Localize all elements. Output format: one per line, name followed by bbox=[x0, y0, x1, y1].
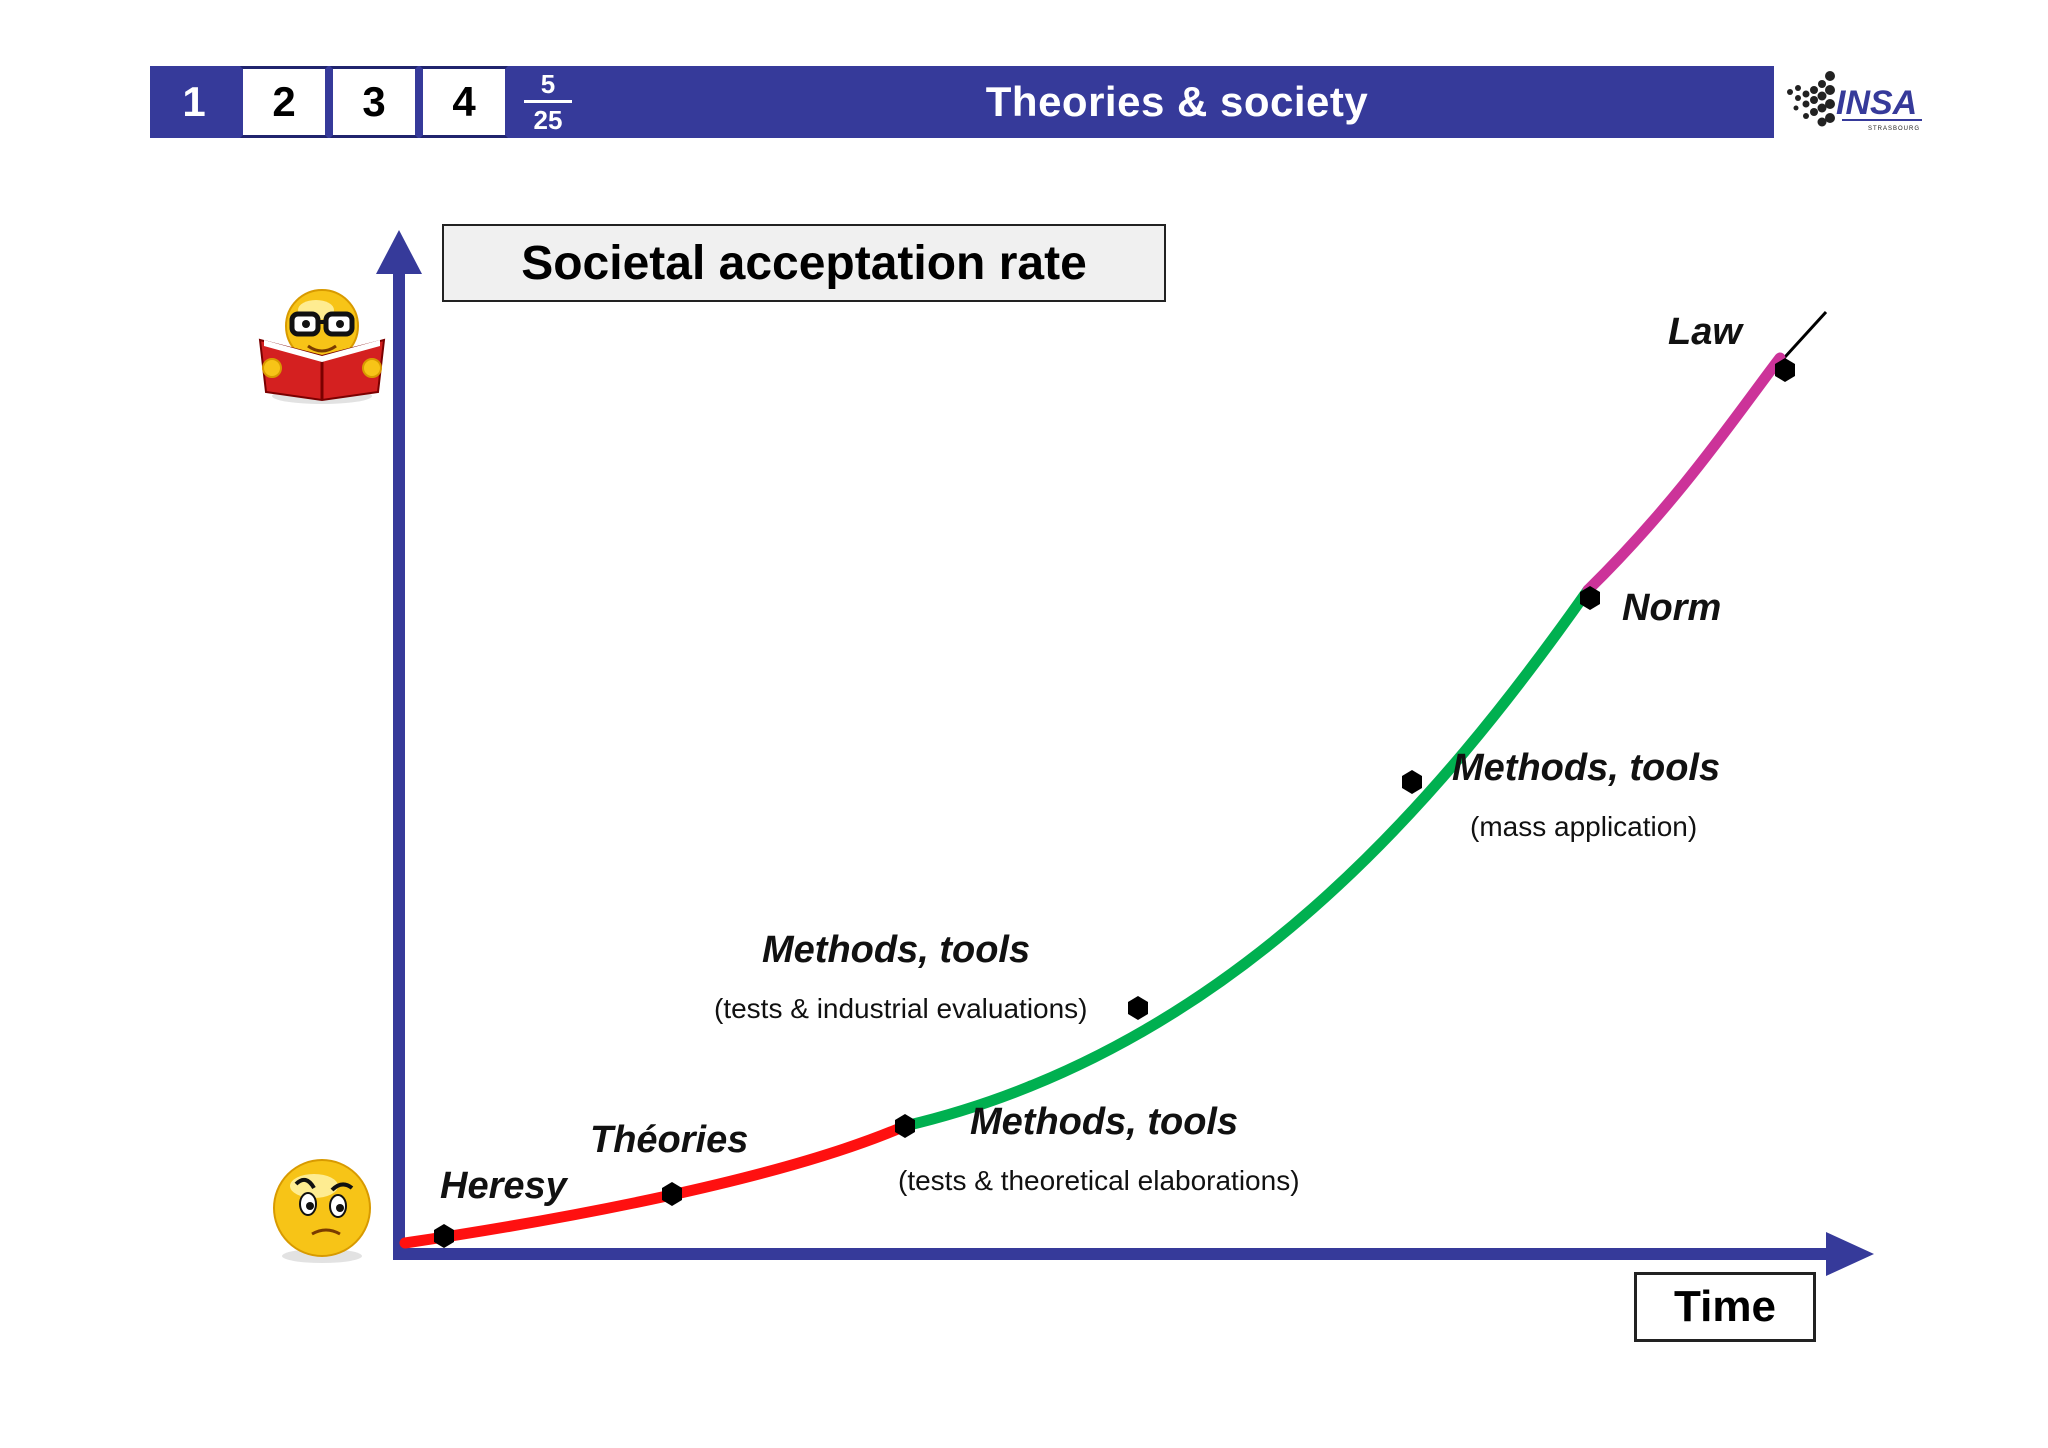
label-methods-theoretical-sub: (tests & theoretical elaborations) bbox=[898, 1165, 1300, 1196]
curve-green-segment bbox=[899, 584, 1594, 1132]
marker-methods-mass bbox=[1402, 770, 1422, 794]
nav-item-1[interactable]: 1 bbox=[150, 66, 238, 138]
page-total: 25 bbox=[533, 105, 563, 135]
label-theories: Théories bbox=[590, 1119, 748, 1161]
marker-methods-theoretical bbox=[895, 1114, 915, 1138]
header-bar: 1 2 3 4 5 25 Theories & society bbox=[150, 66, 1774, 138]
marker-heresy bbox=[434, 1224, 454, 1248]
label-norm: Norm bbox=[1622, 587, 1721, 629]
marker-law bbox=[1775, 358, 1795, 382]
y-axis-label: Societal acceptation rate bbox=[442, 224, 1166, 302]
svg-text:STRASBOURG: STRASBOURG bbox=[1868, 126, 1920, 132]
label-methods-industrial-sub: (tests & industrial evaluations) bbox=[714, 993, 1088, 1024]
label-law: Law bbox=[1668, 311, 1744, 353]
label-methods-industrial: Methods, tools bbox=[762, 929, 1030, 971]
label-methods-mass: Methods, tools bbox=[1452, 747, 1720, 789]
curve-magenta-segment bbox=[1582, 352, 1786, 596]
x-axis bbox=[399, 1232, 1874, 1276]
reading-nerd-emoji-icon bbox=[258, 289, 386, 404]
marker-norm bbox=[1580, 586, 1600, 610]
page-counter: 5 25 bbox=[518, 69, 578, 135]
nav-item-4[interactable]: 4 bbox=[420, 66, 508, 138]
svg-text:INSA: INSA bbox=[1836, 84, 1917, 122]
marker-theories bbox=[662, 1182, 682, 1206]
insa-strasbourg-logo: INSA STRASBOURG bbox=[1787, 71, 1922, 132]
nav-item-2[interactable]: 2 bbox=[240, 66, 328, 138]
skeptical-emoji-icon bbox=[273, 1159, 371, 1263]
header-title: Theories & society bbox=[985, 78, 1369, 125]
page-current: 5 bbox=[540, 69, 556, 99]
fraction-bar bbox=[524, 100, 572, 103]
x-axis-label: Time bbox=[1634, 1272, 1816, 1342]
marker-methods-industrial bbox=[1128, 996, 1148, 1020]
label-methods-theoretical: Methods, tools bbox=[970, 1101, 1238, 1143]
nav-item-3[interactable]: 3 bbox=[330, 66, 418, 138]
label-methods-mass-sub: (mass application) bbox=[1470, 811, 1697, 842]
label-heresy: Heresy bbox=[440, 1165, 569, 1207]
y-axis bbox=[376, 230, 422, 1260]
